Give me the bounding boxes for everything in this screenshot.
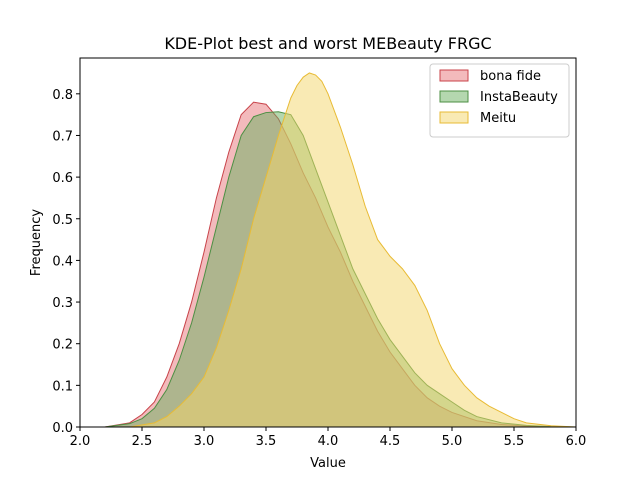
y-tick-label: 0.1 <box>52 379 73 394</box>
x-tick-label: 5.0 <box>442 434 463 449</box>
y-tick-label: 0.7 <box>52 129 73 144</box>
y-axis-label: Frequency <box>29 209 44 276</box>
x-tick-label: 5.5 <box>504 434 525 449</box>
legend-label: Meitu <box>480 111 516 126</box>
x-tick-label: 4.5 <box>380 434 401 449</box>
y-tick-label: 0.5 <box>52 213 73 228</box>
y-tick-label: 0.0 <box>52 421 73 436</box>
chart-title: KDE-Plot best and worst MEBeauty FRGC <box>164 34 491 53</box>
x-tick-label: 2.5 <box>132 434 153 449</box>
legend-swatch <box>439 111 469 124</box>
x-axis-label: Value <box>310 456 346 471</box>
y-tick-label: 0.6 <box>52 171 73 186</box>
x-tick-label: 2.0 <box>70 434 91 449</box>
legend-label: InstaBeauty <box>480 90 558 105</box>
y-tick-label: 0.8 <box>52 88 73 103</box>
x-tick-label: 4.0 <box>318 434 339 449</box>
legend-swatch <box>439 69 469 82</box>
plot-areas <box>104 72 577 428</box>
y-tick-label: 0.4 <box>52 254 73 269</box>
legend-label: bona fide <box>480 69 541 84</box>
y-tick-label: 0.2 <box>52 338 73 353</box>
y-tick-label: 0.3 <box>52 296 73 311</box>
x-tick-label: 3.5 <box>256 434 277 449</box>
legend: bona fide InstaBeauty Meitu <box>429 63 570 138</box>
x-tick-label: 6.0 <box>566 434 587 449</box>
x-tick-label: 3.0 <box>194 434 215 449</box>
x-axis: 2.0 2.5 3.0 3.5 4.0 4.5 5.0 5.5 6.0 <box>70 427 587 449</box>
y-axis: 0.0 0.1 0.2 0.3 0.4 0.5 0.6 0.7 0.8 <box>52 88 80 436</box>
series-area-2 <box>129 72 576 428</box>
legend-swatch <box>439 90 469 103</box>
series-line-2 <box>129 72 577 428</box>
